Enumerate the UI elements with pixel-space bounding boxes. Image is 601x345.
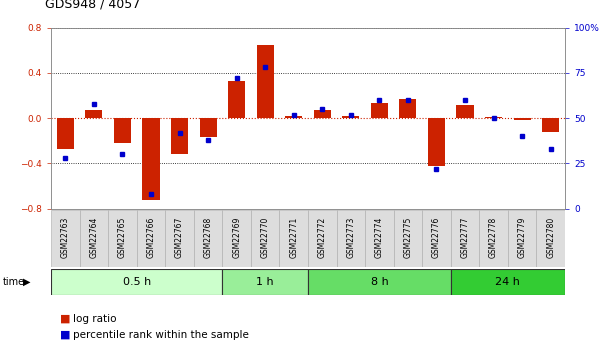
Text: time: time [3, 277, 25, 287]
Bar [79, 210, 108, 267]
Text: GSM22766: GSM22766 [147, 217, 156, 258]
Text: GSM22770: GSM22770 [261, 217, 270, 258]
Bar [451, 269, 565, 295]
Bar [542, 118, 559, 132]
Bar [142, 118, 159, 200]
Text: 1 h: 1 h [257, 277, 274, 287]
Text: GSM22767: GSM22767 [175, 217, 184, 258]
Text: ■: ■ [60, 314, 70, 324]
Bar [51, 269, 222, 295]
Bar [194, 210, 222, 267]
Bar [257, 45, 273, 118]
Bar [108, 210, 136, 267]
Bar [285, 116, 302, 118]
Bar [314, 110, 331, 118]
Text: GSM22777: GSM22777 [460, 217, 469, 258]
Text: percentile rank within the sample: percentile rank within the sample [73, 330, 249, 339]
Text: GSM22765: GSM22765 [118, 217, 127, 258]
Text: GSM22771: GSM22771 [289, 217, 298, 258]
Bar [136, 210, 165, 267]
Bar [228, 81, 245, 118]
Text: ■: ■ [60, 330, 70, 339]
Bar [513, 118, 531, 120]
Text: GSM22768: GSM22768 [204, 217, 213, 258]
Bar [342, 116, 359, 118]
Bar [456, 105, 474, 118]
Bar [171, 118, 188, 155]
Bar [200, 118, 216, 137]
Bar [508, 210, 536, 267]
Text: GSM22772: GSM22772 [318, 217, 327, 258]
Text: ▶: ▶ [23, 277, 30, 287]
Bar [308, 269, 451, 295]
Bar [337, 210, 365, 267]
Bar [371, 104, 388, 118]
Bar [114, 118, 131, 143]
Bar [222, 210, 251, 267]
Bar [251, 210, 279, 267]
Text: 0.5 h: 0.5 h [123, 277, 151, 287]
Bar [56, 118, 74, 149]
Text: GSM22778: GSM22778 [489, 217, 498, 258]
Bar [85, 110, 102, 118]
Bar [451, 210, 479, 267]
Bar [365, 210, 394, 267]
Text: GSM22775: GSM22775 [403, 217, 412, 258]
Bar [165, 210, 194, 267]
Text: 8 h: 8 h [370, 277, 388, 287]
Text: 24 h: 24 h [495, 277, 520, 287]
Text: GSM22780: GSM22780 [546, 217, 555, 258]
Text: GSM22774: GSM22774 [375, 217, 384, 258]
Bar [308, 210, 337, 267]
Text: GSM22769: GSM22769 [232, 217, 241, 258]
Text: GSM22773: GSM22773 [346, 217, 355, 258]
Text: GDS948 / 4057: GDS948 / 4057 [45, 0, 140, 10]
Bar [485, 117, 502, 118]
Text: GSM22776: GSM22776 [432, 217, 441, 258]
Text: GSM22779: GSM22779 [517, 217, 526, 258]
Text: GSM22764: GSM22764 [90, 217, 99, 258]
Bar [394, 210, 422, 267]
Bar [422, 210, 451, 267]
Bar [479, 210, 508, 267]
Text: log ratio: log ratio [73, 314, 117, 324]
Bar [399, 99, 416, 118]
Bar [51, 210, 79, 267]
Bar [428, 118, 445, 166]
Bar [279, 210, 308, 267]
Bar [222, 269, 308, 295]
Text: GSM22763: GSM22763 [61, 217, 70, 258]
Bar [536, 210, 565, 267]
